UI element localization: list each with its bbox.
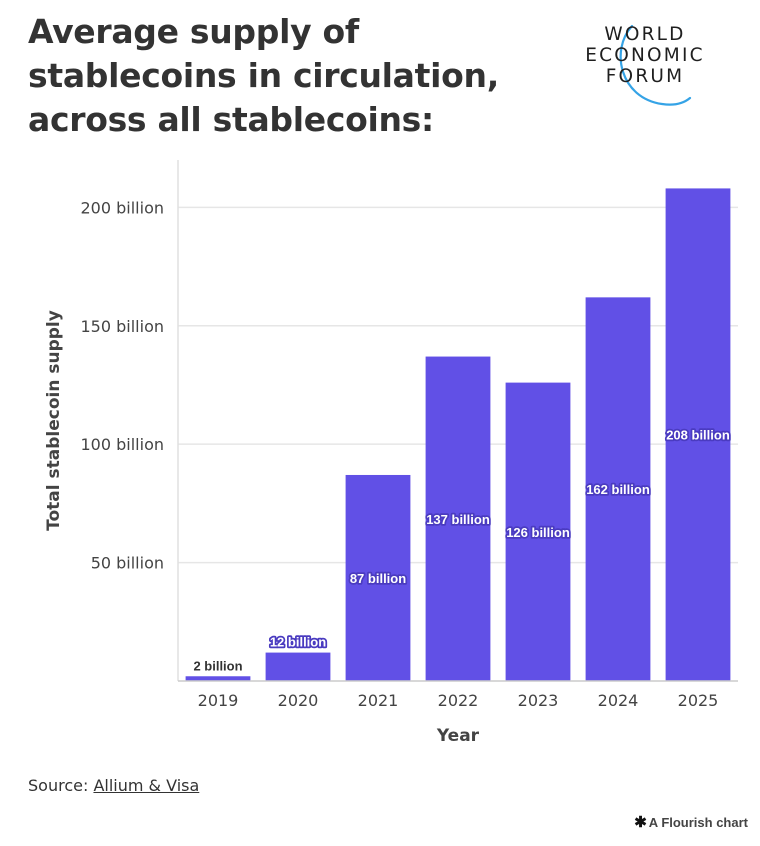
x-tick-label: 2019 — [198, 691, 239, 710]
flourish-label: A Flourish chart — [648, 815, 748, 830]
bar — [505, 382, 571, 681]
source-note: Source: Allium & Visa — [28, 776, 199, 795]
y-tick-label: 150 billion — [81, 317, 165, 336]
y-axis-title: Total stablecoin supply — [44, 310, 64, 531]
data-label: 162 billion — [586, 482, 650, 497]
data-label: 208 billion — [666, 428, 730, 443]
x-tick-label: 2022 — [438, 691, 479, 710]
bar — [345, 474, 411, 681]
logo-line-economic: ECONOMIC — [585, 45, 705, 66]
bar — [265, 652, 331, 681]
chart-title: Average supply of stablecoins in circula… — [28, 12, 499, 139]
logo-line-forum: FORUM — [605, 66, 685, 87]
y-tick-label: 200 billion — [81, 198, 165, 217]
y-tick-label: 50 billion — [91, 554, 164, 573]
data-label: 87 billion — [350, 571, 406, 586]
source-link[interactable]: Allium & Visa — [93, 776, 200, 795]
y-tick-label: 100 billion — [81, 435, 165, 454]
x-tick-label: 2020 — [278, 691, 319, 710]
x-axis-ticks: 2019 2020 2021 2022 2023 2024 2025 — [198, 691, 719, 710]
x-tick-label: 2024 — [598, 691, 639, 710]
data-label: 126 billion — [506, 525, 570, 540]
wef-logo: WORLD ECONOMIC FORUM — [570, 20, 730, 112]
x-axis-title: Year — [436, 726, 480, 746]
logo-arc-icon — [619, 24, 692, 106]
logo-line-world: WORLD — [604, 24, 686, 45]
bar — [665, 188, 731, 681]
x-tick-label: 2023 — [518, 691, 559, 710]
data-labels: 2 billion 12 billion 87 billion 137 billion… — [192, 426, 732, 675]
bar — [585, 297, 651, 681]
bar-chart: 50 billion 100 billion 150 billion 200 bill… — [44, 160, 738, 746]
source-label: Source: — [28, 776, 89, 795]
bar — [425, 356, 491, 681]
flourish-star-icon: ✱ — [634, 814, 647, 831]
x-tick-label: 2025 — [678, 691, 719, 710]
bars — [185, 188, 731, 681]
bar — [185, 676, 251, 681]
data-label: 137 billion — [426, 512, 490, 527]
y-axis-ticks: 50 billion 100 billion 150 billion 200 bill… — [81, 198, 165, 572]
data-label: 2 billion — [193, 658, 242, 673]
x-tick-label: 2021 — [358, 691, 399, 710]
flourish-credit[interactable]: ✱ A Flourish chart — [634, 813, 748, 831]
data-label: 12 billion — [270, 635, 326, 650]
